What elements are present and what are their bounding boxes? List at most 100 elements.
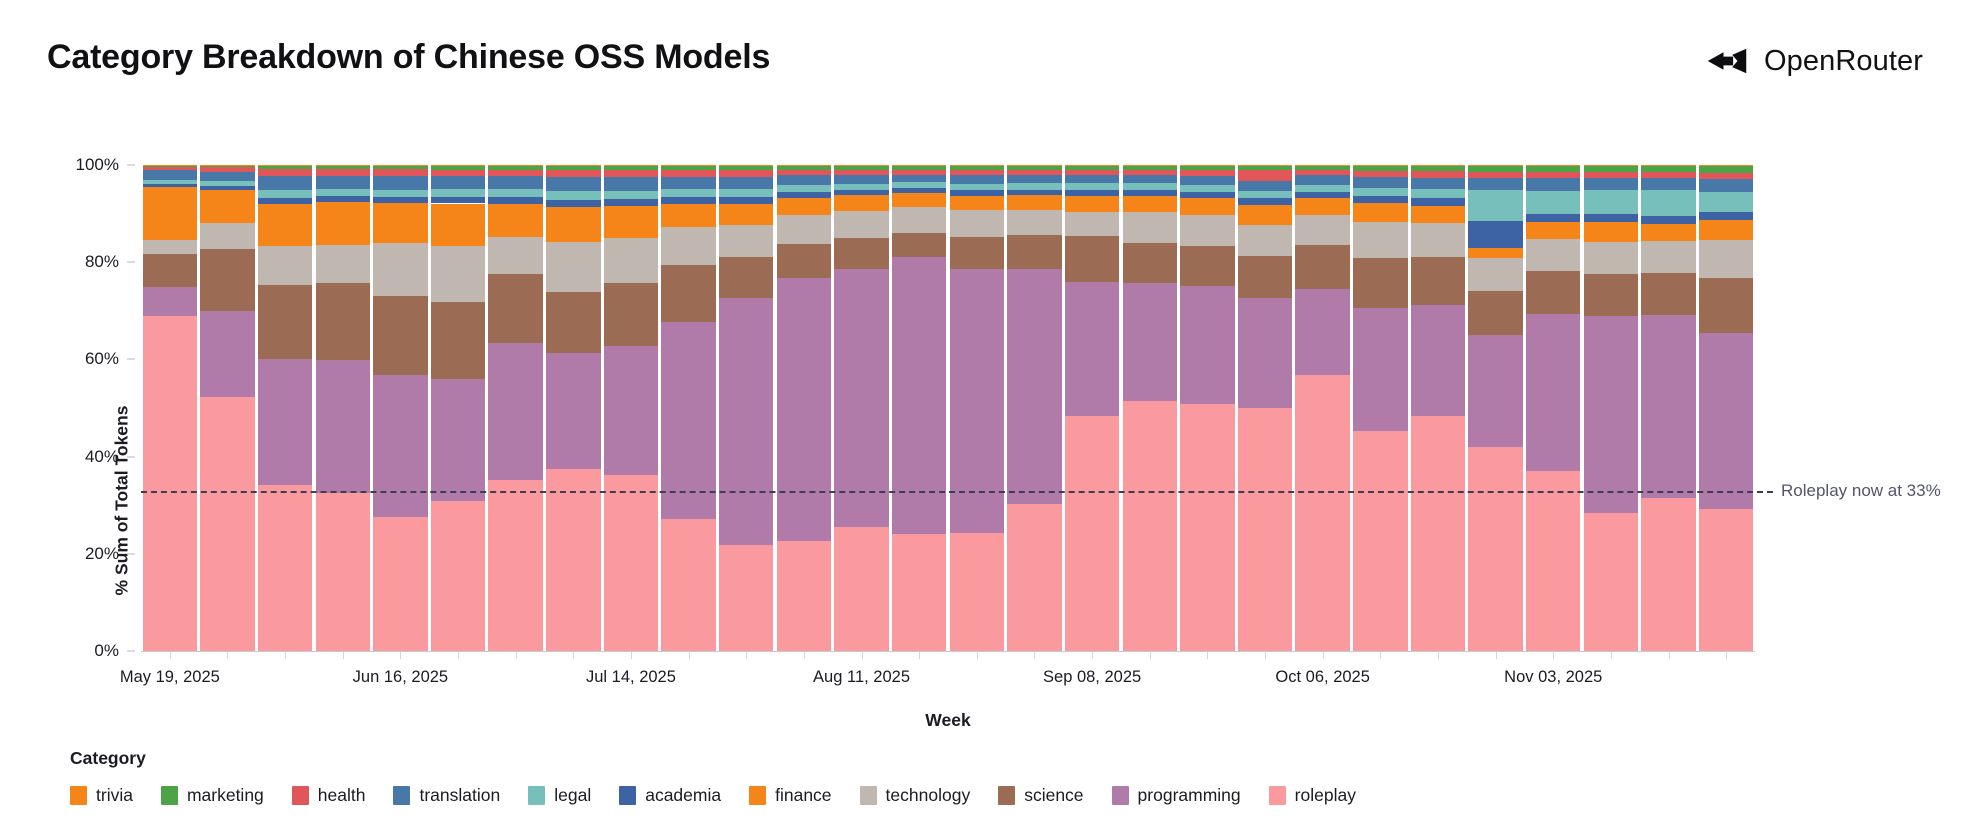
bar-segment-finance[interactable]: [1353, 202, 1408, 222]
bar-segment-finance[interactable]: [373, 203, 428, 244]
bar-segment-trivia[interactable]: [1641, 165, 1696, 166]
bar-segment-technology[interactable]: [1526, 238, 1581, 271]
bar-segment-legal[interactable]: [200, 180, 255, 186]
bar-segment-marketing[interactable]: [1064, 165, 1120, 170]
bar-stack[interactable]: [776, 165, 832, 651]
bar-segment-academia[interactable]: [1353, 195, 1408, 203]
bar-segment-health[interactable]: [1353, 171, 1408, 178]
bar-segment-legal[interactable]: [1007, 183, 1062, 190]
bar-segment-academia[interactable]: [1583, 214, 1639, 222]
bar-segment-programming[interactable]: [257, 358, 313, 486]
bar-segment-technology[interactable]: [1237, 225, 1293, 256]
bar-segment-finance[interactable]: [1295, 198, 1350, 216]
bar-segment-translation[interactable]: [1295, 175, 1350, 185]
bar-segment-programming[interactable]: [488, 342, 543, 480]
bar-segment-legal[interactable]: [1698, 191, 1754, 212]
bar-segment-marketing[interactable]: [315, 166, 370, 170]
bar-stack[interactable]: [1180, 165, 1235, 651]
bar-segment-programming[interactable]: [1583, 316, 1639, 513]
bar-segment-technology[interactable]: [488, 236, 543, 274]
bar-segment-academia[interactable]: [1007, 189, 1062, 196]
bar-segment-trivia[interactable]: [1410, 165, 1466, 167]
bar-segment-marketing[interactable]: [1353, 166, 1408, 172]
bar-segment-science[interactable]: [949, 237, 1005, 269]
bar-segment-technology[interactable]: [1180, 214, 1235, 247]
bar-segment-roleplay[interactable]: [1410, 415, 1466, 651]
bar-segment-academia[interactable]: [1237, 198, 1293, 205]
bar-segment-science[interactable]: [1180, 246, 1235, 286]
bar-segment-marketing[interactable]: [257, 166, 313, 170]
bar-segment-technology[interactable]: [1468, 258, 1523, 292]
bar-segment-marketing[interactable]: [1180, 165, 1235, 171]
bar-segment-trivia[interactable]: [1698, 165, 1754, 167]
bar-segment-legal[interactable]: [1468, 190, 1523, 221]
bar-segment-science[interactable]: [1583, 273, 1639, 317]
bar-segment-programming[interactable]: [430, 379, 486, 501]
bar-segment-technology[interactable]: [142, 239, 198, 254]
bar-segment-roleplay[interactable]: [834, 526, 889, 651]
bar-segment-programming[interactable]: [200, 310, 255, 398]
bar-segment-programming[interactable]: [1064, 282, 1120, 417]
bar-segment-finance[interactable]: [1410, 205, 1466, 224]
bar-segment-academia[interactable]: [949, 190, 1005, 196]
bar-segment-legal[interactable]: [1180, 184, 1235, 193]
bar-stack[interactable]: [315, 165, 370, 651]
bar-segment-technology[interactable]: [603, 238, 659, 283]
bar-segment-translation[interactable]: [200, 171, 255, 181]
bar-stack[interactable]: [546, 165, 601, 651]
bar-segment-health[interactable]: [603, 170, 659, 178]
bar-segment-trivia[interactable]: [1526, 165, 1581, 167]
bar-segment-technology[interactable]: [661, 226, 716, 266]
bar-segment-finance[interactable]: [430, 203, 486, 247]
bar-segment-science[interactable]: [1295, 244, 1350, 290]
bar-segment-health[interactable]: [546, 170, 601, 178]
legend-item-programming[interactable]: programming: [1111, 785, 1241, 806]
bar-segment-legal[interactable]: [1526, 190, 1581, 215]
legend-item-legal[interactable]: legal: [528, 785, 591, 806]
bar-stack[interactable]: [1064, 165, 1120, 651]
bar-segment-legal[interactable]: [488, 189, 543, 198]
bar-segment-programming[interactable]: [949, 268, 1005, 534]
bar-segment-programming[interactable]: [142, 286, 198, 316]
bar-segment-technology[interactable]: [834, 211, 889, 238]
bar-segment-roleplay[interactable]: [719, 544, 774, 651]
bar-stack[interactable]: [1007, 165, 1062, 651]
bar-segment-legal[interactable]: [1641, 190, 1696, 216]
bar-stack[interactable]: [949, 165, 1005, 651]
bar-segment-marketing[interactable]: [1698, 166, 1754, 173]
bar-segment-academia[interactable]: [1122, 190, 1177, 197]
bar-stack[interactable]: [1295, 165, 1350, 651]
bar-segment-finance[interactable]: [776, 197, 832, 216]
bar-segment-health[interactable]: [430, 169, 486, 177]
bar-segment-roleplay[interactable]: [1641, 498, 1696, 651]
bar-stack[interactable]: [603, 165, 659, 651]
bar-segment-health[interactable]: [200, 167, 255, 172]
bar-segment-health[interactable]: [1007, 170, 1062, 176]
bar-stack[interactable]: [1641, 165, 1696, 651]
bar-segment-legal[interactable]: [373, 189, 428, 198]
bar-stack[interactable]: [200, 165, 255, 651]
bar-segment-technology[interactable]: [1353, 221, 1408, 258]
bar-segment-roleplay[interactable]: [949, 533, 1005, 651]
bar-segment-academia[interactable]: [603, 199, 659, 207]
bar-segment-marketing[interactable]: [1468, 166, 1523, 172]
bar-stack[interactable]: [430, 165, 486, 651]
bar-segment-programming[interactable]: [1526, 313, 1581, 471]
bar-segment-health[interactable]: [1410, 171, 1466, 178]
bar-segment-academia[interactable]: [200, 185, 255, 190]
bar-segment-finance[interactable]: [1122, 196, 1177, 212]
bar-segment-science[interactable]: [1641, 273, 1696, 315]
legend-item-roleplay[interactable]: roleplay: [1268, 785, 1356, 806]
bar-segment-trivia[interactable]: [200, 165, 255, 166]
bar-segment-science[interactable]: [1410, 256, 1466, 305]
bar-segment-translation[interactable]: [1353, 177, 1408, 188]
bar-segment-translation[interactable]: [1064, 174, 1120, 184]
bar-segment-trivia[interactable]: [546, 165, 601, 167]
bar-segment-finance[interactable]: [315, 202, 370, 245]
legend-item-finance[interactable]: finance: [749, 785, 832, 806]
bar-segment-academia[interactable]: [1698, 211, 1754, 221]
bar-segment-technology[interactable]: [1583, 242, 1639, 274]
bar-segment-trivia[interactable]: [1295, 165, 1350, 166]
bar-segment-roleplay[interactable]: [315, 493, 370, 651]
bar-segment-legal[interactable]: [142, 180, 198, 184]
